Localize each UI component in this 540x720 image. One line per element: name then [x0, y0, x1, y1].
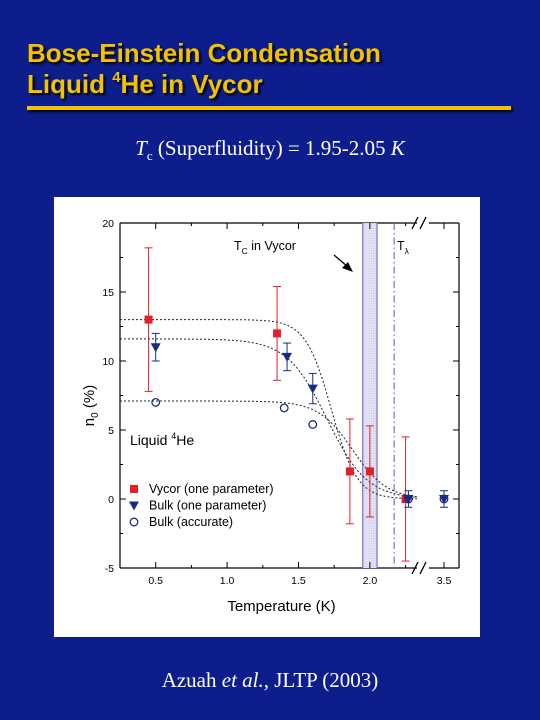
- title-line-2-prefix: Liquid: [27, 69, 113, 99]
- x-tick-label: 2.0: [363, 575, 378, 587]
- axis-break-mark: [411, 561, 419, 575]
- tc-vycor-annotation: TC in Vycor: [234, 239, 296, 256]
- bulk-accurate-point: [403, 494, 413, 504]
- legend-entry: Vycor (one parameter): [149, 482, 274, 496]
- citation-author: Azuah: [161, 668, 222, 692]
- bulk-accurate-point: [151, 397, 161, 407]
- bulk-point: [282, 352, 293, 362]
- tc-vycor-band: [362, 223, 378, 568]
- plot-panel: -5 0 5 10 15 20 0.5 1.0 1.5 2.0 3.5 Temperature (K)…: [54, 197, 480, 637]
- bulk-point: [403, 495, 414, 504]
- slide-title: Bose-Einstein Condensation Liquid 4He in…: [27, 38, 381, 100]
- y-axis-label-unit: (%): [81, 385, 98, 413]
- vycor-point: [144, 315, 153, 324]
- title-underline: [27, 106, 511, 110]
- y-tick-label: 15: [102, 287, 114, 299]
- axis-break-mark: [419, 561, 427, 575]
- liquid-helium-label-rest: He: [176, 432, 194, 448]
- tc-vycor-annotation-t: T: [234, 239, 242, 253]
- bulk-point: [439, 495, 449, 504]
- t-lambda-annotation-sub: λ: [405, 246, 410, 256]
- axis-break-mark: [411, 216, 419, 230]
- y-tick-label: 0: [108, 494, 114, 506]
- fit-curve: [120, 319, 418, 500]
- legend-entry: Bulk (one parameter): [149, 499, 266, 513]
- bulk-point: [129, 501, 139, 511]
- y-axis-label-sub: 0: [90, 412, 101, 418]
- y-tick-label: 20: [102, 218, 114, 230]
- x-tick-label: 1.5: [291, 575, 306, 587]
- tc-vycor-arrowhead: [342, 262, 353, 272]
- bulk-accurate-point: [308, 420, 318, 429]
- y-axis-label-main: n: [81, 418, 98, 426]
- bulk-accurate-point: [279, 403, 289, 413]
- y-tick-label: 10: [102, 356, 114, 368]
- bulk-accurate-point: [129, 517, 139, 527]
- title-isotope-superscript: 4: [112, 69, 121, 86]
- bulk-point: [307, 384, 318, 394]
- tc-symbol: T: [135, 136, 147, 160]
- tc-subscript: c: [146, 148, 153, 164]
- x-tick-label: 1.0: [220, 575, 235, 587]
- citation-journal: , JLTP (2003): [263, 668, 379, 692]
- x-tick-label: 3.5: [437, 575, 452, 587]
- liquid-helium-label-sup: 4: [171, 431, 176, 441]
- vycor-point: [345, 467, 354, 476]
- legend-entry: Bulk (accurate): [149, 515, 233, 529]
- liquid-helium-label-main: Liquid: [130, 432, 171, 448]
- tc-statement: Tc (Superfluidity) = 1.95-2.05 K: [0, 136, 540, 164]
- bulk-accurate-point: [439, 494, 449, 504]
- liquid-helium-label: Liquid 4He: [130, 431, 194, 448]
- citation-etal: et al.: [221, 668, 264, 692]
- vycor-point: [273, 329, 282, 338]
- tc-vycor-annotation-rest: in Vycor: [248, 239, 296, 253]
- t-lambda-annotation-t: T: [397, 239, 405, 253]
- tc-unit: K: [390, 136, 405, 160]
- title-line-1: Bose-Einstein Condensation: [27, 38, 381, 68]
- x-tick-label: 0.5: [148, 575, 163, 587]
- axis-break-mark: [419, 216, 427, 230]
- tc-text: (Superfluidity) = 1.95-2.05: [152, 136, 391, 160]
- t-lambda-annotation: Tλ: [397, 239, 410, 256]
- tc-vycor-annotation-sub: C: [242, 246, 248, 256]
- bulk-point: [150, 343, 161, 353]
- vycor-point: [365, 467, 374, 476]
- title-line-2-suffix: He in Vycor: [120, 69, 263, 99]
- vycor-point: [401, 495, 410, 503]
- x-axis-label: Temperature (K): [227, 598, 335, 615]
- citation: Azuah et al., JLTP (2003): [0, 668, 540, 693]
- y-axis-label: n0 (%): [81, 385, 101, 426]
- fit-curve: [120, 338, 418, 498]
- condensate-fraction-chart: -5 0 5 10 15 20 0.5 1.0 1.5 2.0 3.5 Temperature (K)…: [81, 216, 460, 615]
- vycor-point: [130, 485, 138, 493]
- y-tick-label: -5: [105, 563, 114, 575]
- y-tick-label: 5: [108, 425, 114, 437]
